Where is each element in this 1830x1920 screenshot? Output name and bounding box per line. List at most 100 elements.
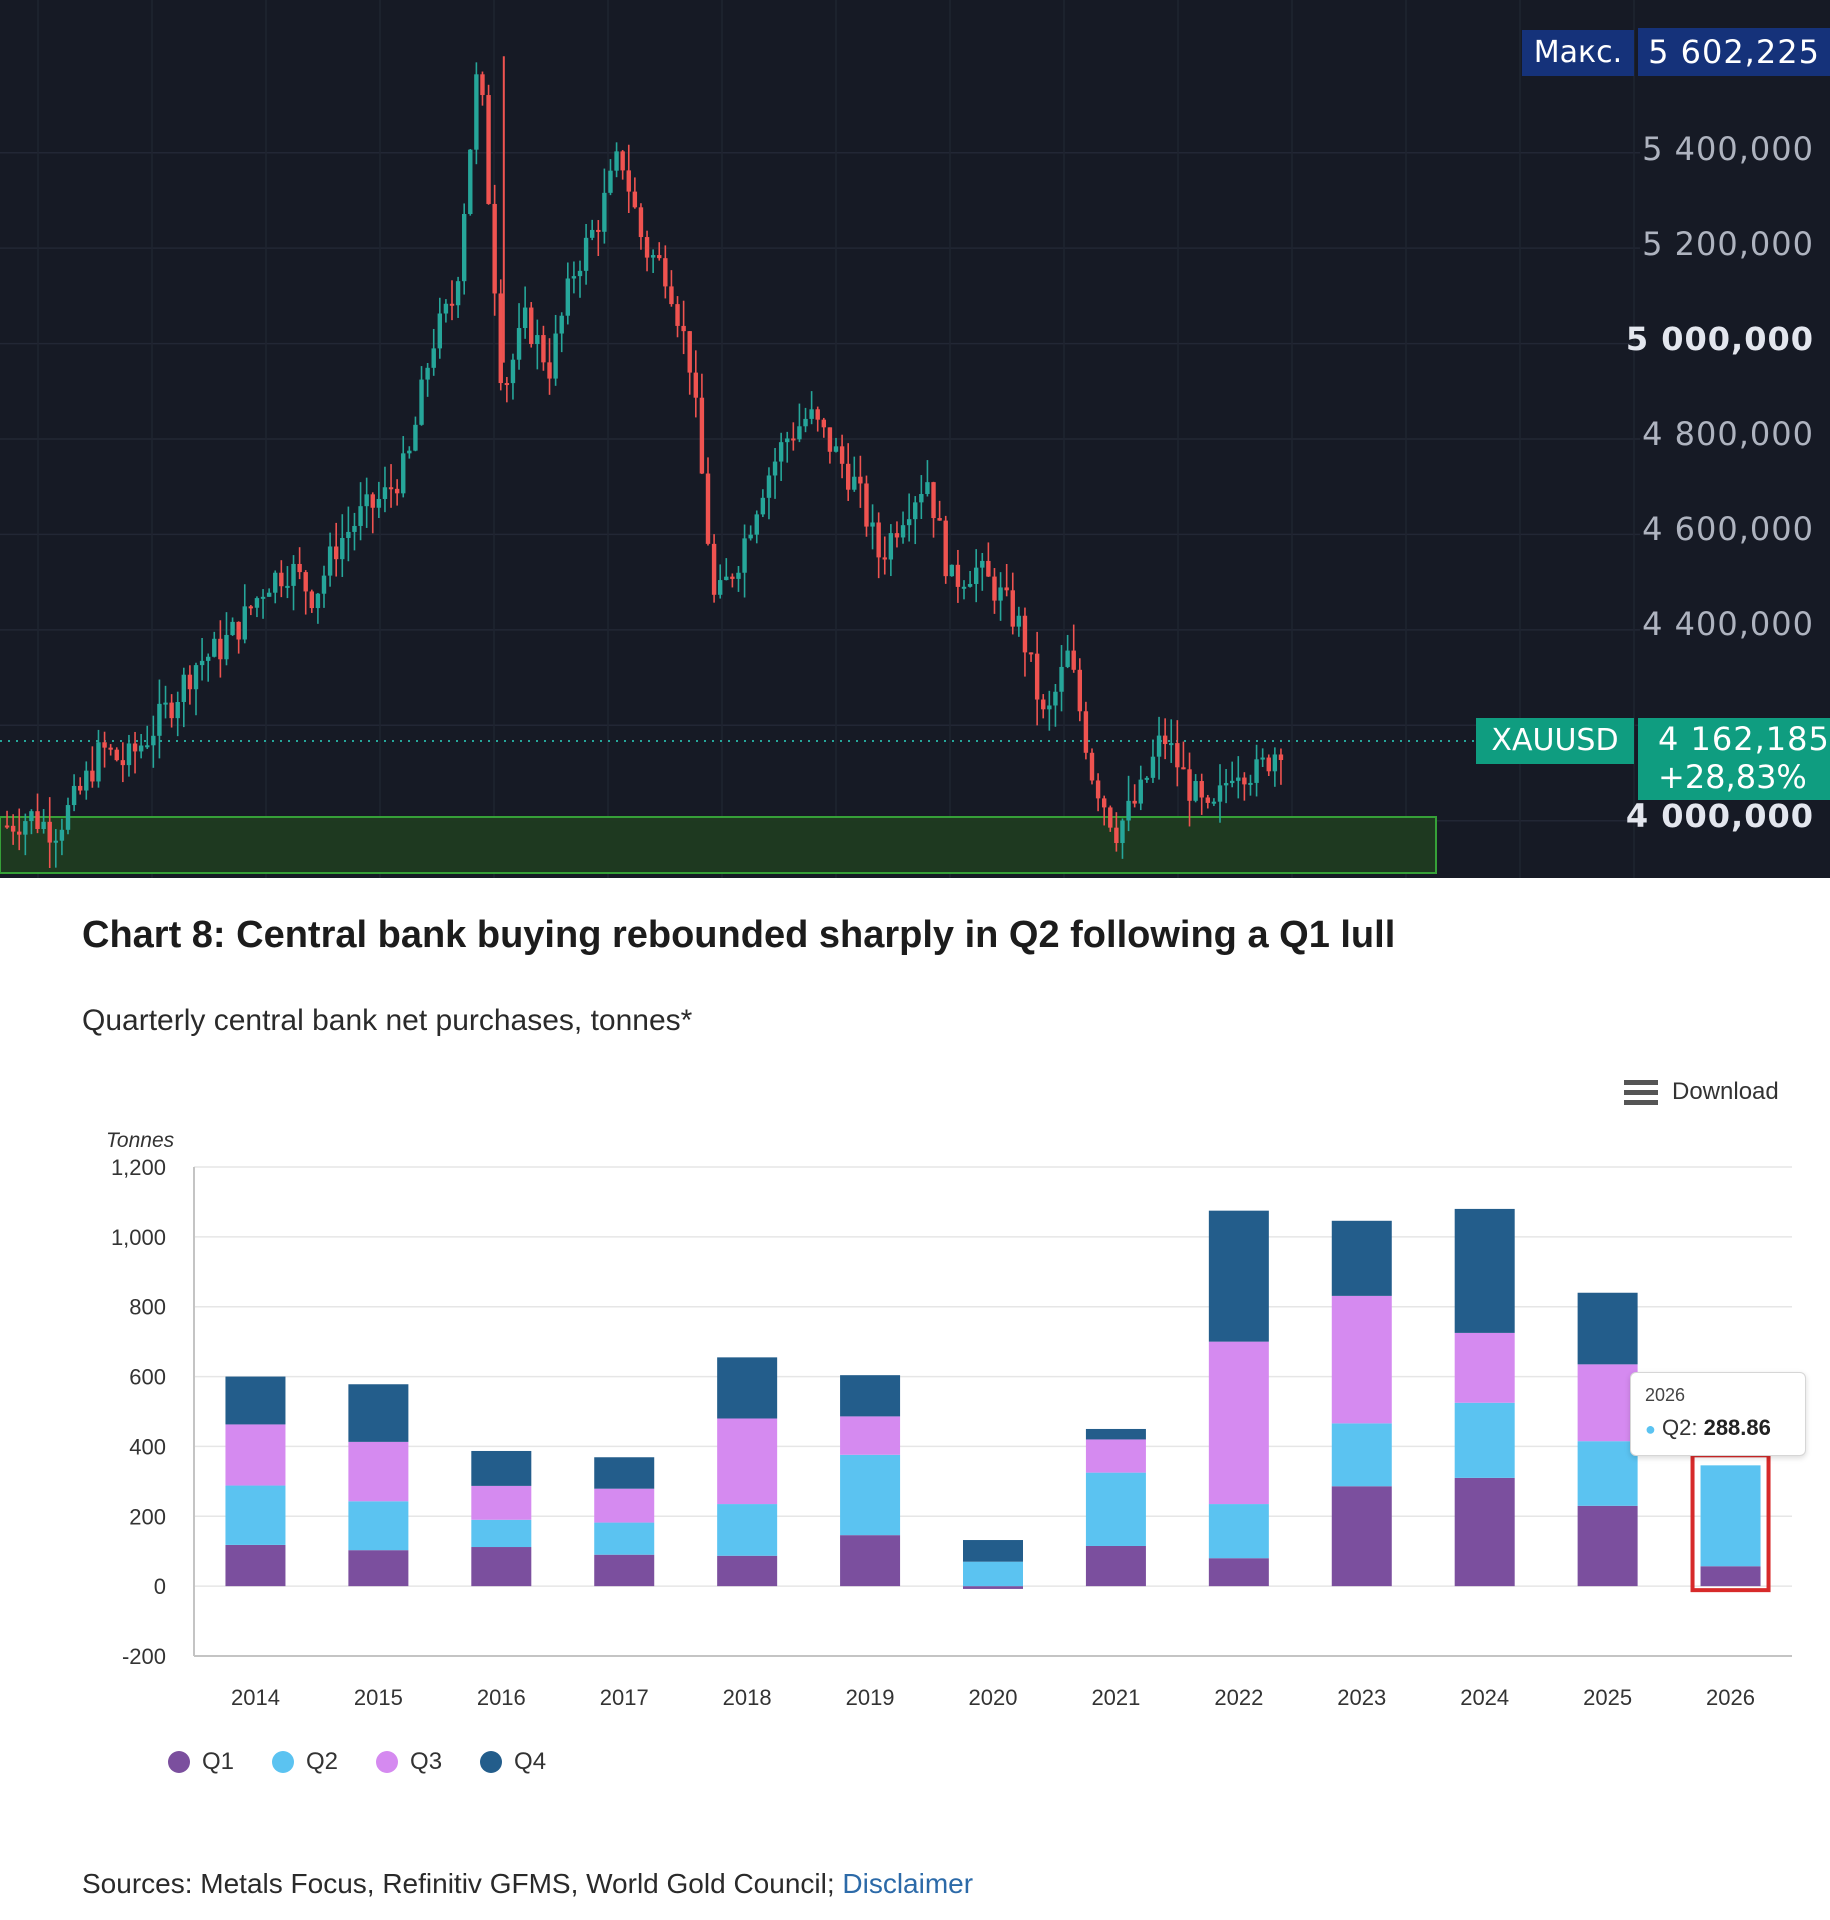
candle-body	[205, 656, 211, 661]
y-tick-label: 0	[154, 1574, 166, 1599]
candle-body	[815, 409, 820, 420]
legend-item-q2[interactable]: Q2	[272, 1748, 338, 1776]
download-label: Download	[1672, 1078, 1779, 1105]
candle-body	[1095, 780, 1101, 799]
candle-body	[1150, 756, 1156, 778]
candle-body	[717, 580, 723, 595]
candle-body	[931, 482, 936, 519]
bar-segment-q3	[594, 1488, 655, 1523]
candle-body	[303, 572, 308, 592]
legend-item-q3[interactable]: Q3	[376, 1748, 442, 1776]
candle-body	[852, 476, 857, 490]
candle-body	[17, 831, 22, 835]
candle-body	[955, 564, 961, 587]
candle-body	[309, 591, 315, 609]
candle-body	[474, 74, 479, 150]
candle-body	[401, 453, 406, 494]
candle-body	[53, 840, 59, 843]
candle-body	[181, 674, 187, 703]
candle-body	[1028, 652, 1034, 655]
candle-body	[522, 307, 528, 329]
y-tick-label: 1,000	[111, 1225, 166, 1250]
bar-segment-q3	[1577, 1364, 1638, 1442]
candle-body	[425, 367, 430, 380]
candle-body	[279, 572, 284, 587]
legend-item-q1[interactable]: Q1	[168, 1748, 234, 1776]
candle-body	[980, 560, 985, 568]
bar-segment-q4	[717, 1357, 778, 1419]
candle-body	[778, 442, 784, 462]
candle-body	[1004, 587, 1009, 591]
candle-body	[35, 811, 40, 829]
x-tick-label: 2020	[969, 1685, 1018, 1710]
bar-segment-q2	[963, 1561, 1023, 1587]
bar-segment-q1	[1454, 1477, 1515, 1587]
bar-segment-q2	[1700, 1465, 1761, 1567]
candle-body	[413, 424, 418, 451]
bar-segment-q4	[1208, 1210, 1269, 1342]
chart-subtitle: Quarterly central bank net purchases, to…	[82, 1004, 693, 1037]
disclaimer-link[interactable]: Disclaimer	[842, 1868, 974, 1899]
sources-text: Sources: Metals Focus, Refinitiv GFMS, W…	[82, 1868, 843, 1899]
candle-body	[480, 74, 485, 96]
candle-body	[553, 333, 558, 379]
candle-body	[577, 270, 583, 277]
last-price: 4 162,185	[1658, 720, 1830, 758]
candle-body	[1059, 666, 1064, 692]
y-tick-label: 400	[129, 1434, 166, 1459]
max-value: 5 602,225	[1638, 28, 1830, 76]
candle-body	[23, 821, 28, 835]
candle-body	[370, 494, 375, 508]
candle-body	[1162, 735, 1168, 745]
price-tick: 5 000,000	[1625, 320, 1814, 358]
bar-segment-q4	[225, 1376, 286, 1425]
candle-body	[529, 307, 534, 345]
price-change: +28,83%	[1658, 758, 1807, 796]
candle-body	[498, 293, 503, 384]
bar-segment-q1	[348, 1550, 409, 1587]
candle-body	[492, 203, 497, 294]
y-axis-title: Tonnes	[106, 1129, 175, 1152]
bar-segment-q1	[963, 1586, 1023, 1589]
bar-segment-q3	[840, 1416, 901, 1455]
candle-body	[705, 473, 711, 544]
candle-body	[919, 494, 924, 503]
candle-body	[291, 563, 296, 586]
candle-body	[699, 397, 705, 474]
candle-body	[1278, 754, 1284, 761]
candle-body	[376, 498, 382, 508]
bar-segment-q4	[1577, 1292, 1638, 1365]
candle-body	[84, 770, 89, 791]
candle-body	[937, 518, 942, 521]
download-button[interactable]: Download	[1624, 1078, 1779, 1106]
candle-body	[973, 567, 979, 584]
tooltip-value: 288.86	[1703, 1415, 1771, 1440]
candle-body	[126, 743, 132, 766]
candle-body	[419, 379, 424, 425]
menu-icon	[1624, 1080, 1658, 1105]
sources-note: Sources: Metals Focus, Refinitiv GFMS, W…	[82, 1868, 973, 1900]
x-tick-label: 2026	[1706, 1685, 1755, 1710]
bar-segment-q4	[594, 1457, 655, 1489]
legend-dot-icon	[376, 1751, 399, 1773]
legend-item-q4[interactable]: Q4	[480, 1748, 546, 1776]
bar-segment-q4	[1085, 1428, 1146, 1440]
x-tick-label: 2015	[354, 1685, 403, 1710]
bars	[225, 1208, 1761, 1589]
bar-segment-q1	[840, 1535, 901, 1587]
candle-body	[1193, 781, 1198, 801]
candlestick-chart[interactable]	[0, 0, 1830, 878]
candles	[4, 56, 1284, 869]
candle-body	[29, 811, 34, 822]
candle-body	[797, 426, 802, 440]
candle-body	[596, 229, 601, 232]
series-dot-icon: ●	[1645, 1419, 1656, 1439]
candle-body	[382, 487, 388, 499]
candle-body	[260, 596, 266, 599]
candle-body	[900, 525, 906, 538]
symbol-label: XAUUSD	[1476, 718, 1634, 764]
candle-body	[748, 534, 753, 539]
bar-segment-q2	[1577, 1441, 1638, 1506]
candle-body	[1217, 785, 1223, 802]
